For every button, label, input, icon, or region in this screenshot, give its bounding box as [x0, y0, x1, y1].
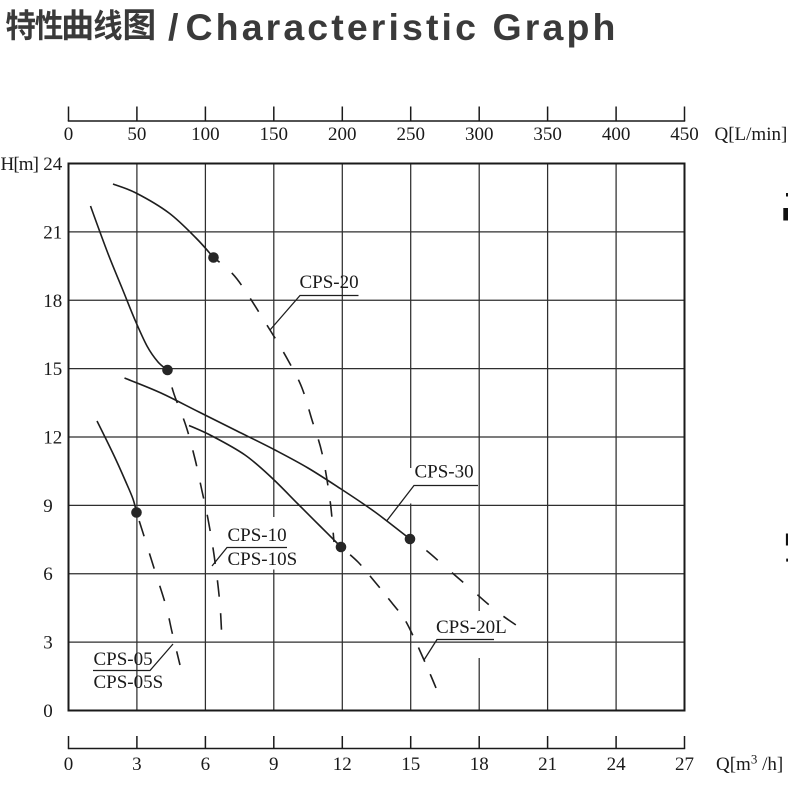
svg-text:CPS-10S: CPS-10S	[228, 549, 298, 570]
svg-text:24: 24	[607, 754, 627, 775]
svg-text:CPS-20L: CPS-20L	[436, 617, 507, 638]
svg-text:21: 21	[43, 222, 62, 243]
svg-text:12: 12	[43, 428, 62, 449]
svg-text:15: 15	[401, 754, 420, 775]
svg-text:0: 0	[64, 124, 74, 145]
svg-text:400: 400	[602, 124, 631, 145]
svg-text:350: 350	[533, 124, 562, 145]
svg-text:Q[L/min]: Q[L/min]	[715, 124, 788, 145]
svg-text:150: 150	[260, 124, 289, 145]
svg-text:100: 100	[191, 124, 220, 145]
svg-text:9: 9	[43, 496, 53, 517]
svg-text:CPS-05: CPS-05	[94, 649, 153, 670]
svg-text:Characteristic Graph: Characteristic Graph	[186, 6, 619, 48]
svg-text:6: 6	[43, 564, 53, 585]
svg-text:CPS-10: CPS-10	[228, 525, 287, 546]
svg-text:CPS-20: CPS-20	[300, 272, 359, 293]
svg-text:9: 9	[269, 754, 279, 775]
svg-text:6: 6	[201, 754, 211, 775]
svg-text:450: 450	[670, 124, 699, 145]
svg-text:24: 24	[43, 154, 63, 175]
svg-text:300: 300	[465, 124, 494, 145]
svg-text:CPS-30: CPS-30	[415, 462, 474, 483]
svg-text:0: 0	[64, 754, 74, 775]
svg-text:250: 250	[396, 124, 425, 145]
svg-text:50: 50	[127, 124, 146, 145]
svg-text:18: 18	[43, 291, 62, 312]
svg-text:18: 18	[470, 754, 489, 775]
svg-text:200: 200	[328, 124, 357, 145]
svg-text:21: 21	[538, 754, 557, 775]
svg-text:CPS-05S: CPS-05S	[94, 672, 164, 693]
svg-text:3: 3	[43, 633, 53, 654]
svg-text:27: 27	[675, 754, 694, 775]
svg-text:0: 0	[43, 701, 53, 722]
svg-text:/: /	[168, 6, 179, 48]
svg-text:Q[m3 /h]: Q[m3 /h]	[716, 752, 783, 776]
svg-text:12: 12	[333, 754, 352, 775]
svg-text:H[m]: H[m]	[1, 154, 39, 175]
svg-text:3: 3	[132, 754, 142, 775]
svg-text:15: 15	[43, 359, 62, 380]
